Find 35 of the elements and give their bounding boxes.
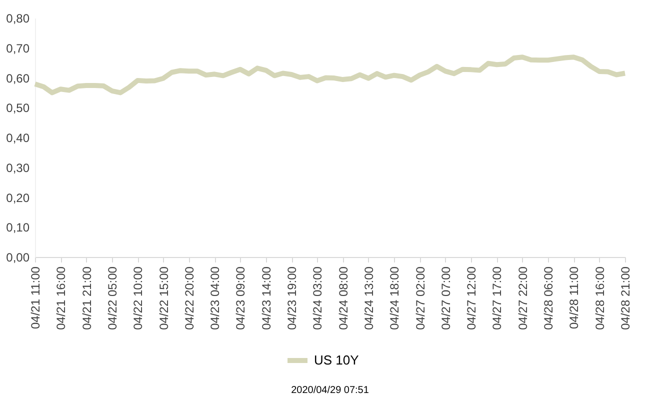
x-tick-label: 04/22 05:00 <box>105 266 120 330</box>
x-tick-label: 04/27 12:00 <box>464 266 479 330</box>
y-tick-label: 0,30 <box>6 160 30 175</box>
y-tick-label: 0,80 <box>6 12 30 26</box>
x-tick-label: 04/27 07:00 <box>438 266 453 330</box>
x-tick-label: 04/28 16:00 <box>592 266 607 330</box>
y-tick-label: 0,40 <box>6 131 30 145</box>
y-tick-label: 0,70 <box>6 41 30 56</box>
x-tick-label: 04/24 18:00 <box>388 266 402 330</box>
x-tick-label: 04/27 02:00 <box>413 266 428 330</box>
x-tick-label: 04/22 10:00 <box>131 266 146 330</box>
x-tick-label: 04/24 08:00 <box>336 266 350 330</box>
y-tick-label: 0,00 <box>6 250 30 264</box>
x-tick-label: 04/23 14:00 <box>259 266 274 330</box>
x-tick-label: 04/23 19:00 <box>285 266 300 330</box>
legend-label: US 10Y <box>314 352 360 368</box>
x-tick-label: 04/28 11:00 <box>567 266 582 330</box>
x-tick-label: 04/24 13:00 <box>362 266 376 330</box>
x-tick-label: 04/24 03:00 <box>310 266 325 330</box>
x-tick-label: 04/23 09:00 <box>234 266 248 330</box>
y-tick-label: 0,50 <box>6 101 30 116</box>
y-tick-label: 0,20 <box>6 190 30 205</box>
x-tick-label: 04/21 16:00 <box>54 266 68 330</box>
x-tick-label: 04/28 21:00 <box>618 266 632 330</box>
x-tick-label: 04/21 11:00 <box>28 266 42 330</box>
x-tick-label: 04/28 06:00 <box>542 266 556 330</box>
y-tick-label: 0,10 <box>6 220 30 235</box>
text: 2020/04/29 07:51 <box>291 385 370 396</box>
y-tick-label: 0,60 <box>6 71 30 86</box>
x-tick-label: 04/22 15:00 <box>156 266 171 330</box>
x-tick-label: 04/22 20:00 <box>182 266 196 330</box>
x-tick-label: 04/27 22:00 <box>516 266 530 330</box>
x-tick-label: 04/23 04:00 <box>208 266 222 330</box>
x-tick-label: 04/27 17:00 <box>490 266 504 330</box>
x-tick-label: 04/21 21:00 <box>80 266 94 330</box>
